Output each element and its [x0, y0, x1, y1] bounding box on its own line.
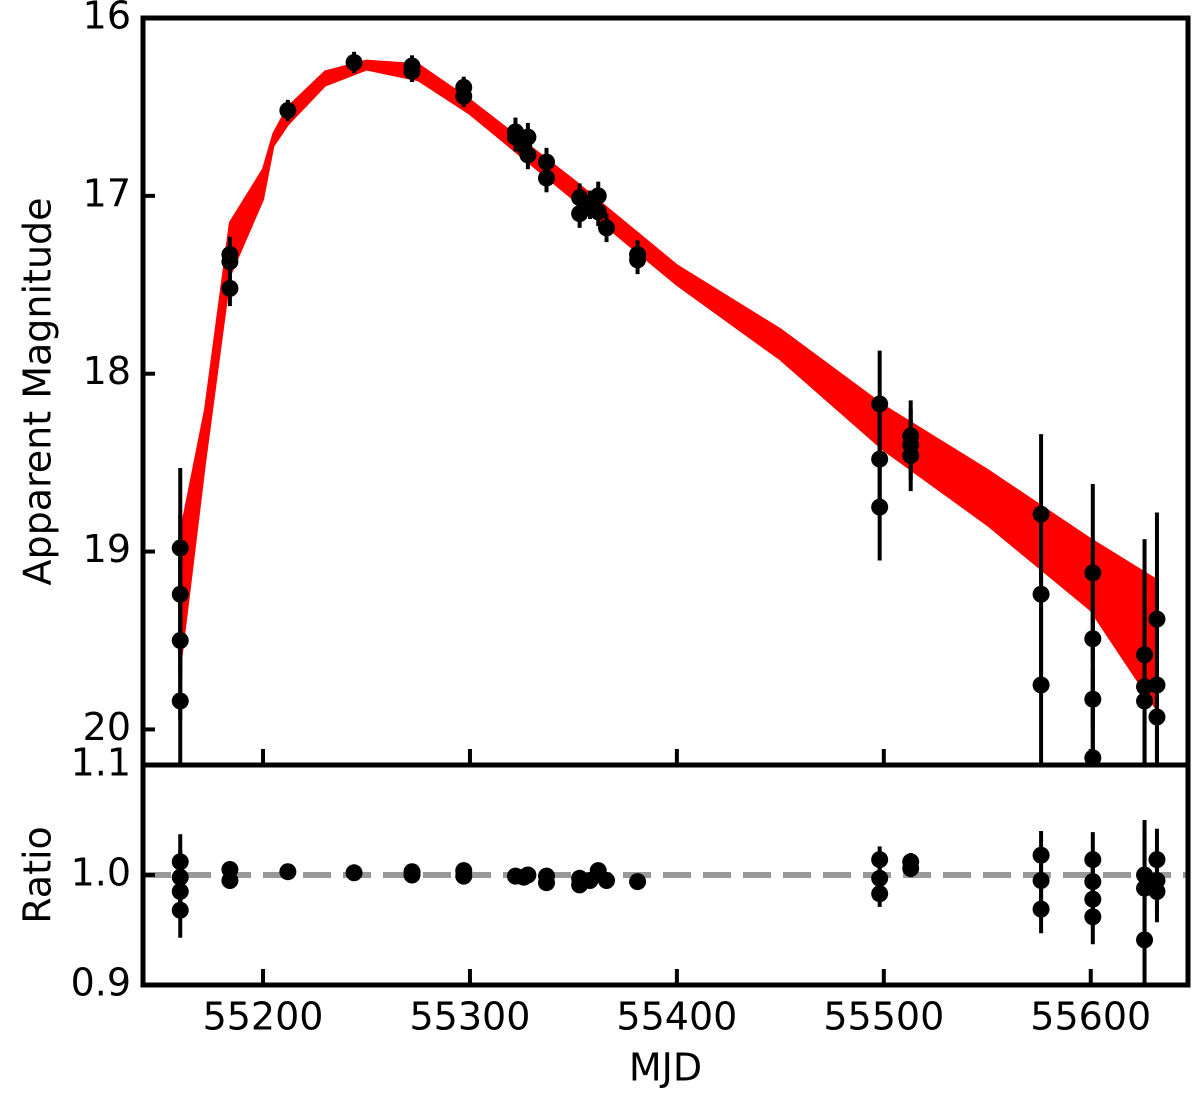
data-point — [538, 153, 556, 171]
data-point — [871, 851, 889, 869]
data-point — [1032, 505, 1050, 523]
data-point — [171, 868, 189, 886]
y-tick-label: 18 — [83, 349, 131, 393]
x-axis-label: MJD — [629, 1046, 702, 1090]
data-point — [1032, 676, 1050, 694]
data-point — [871, 869, 889, 887]
data-point — [1084, 690, 1102, 708]
data-point — [519, 128, 537, 146]
x-tick-label: 55200 — [203, 995, 324, 1039]
data-point — [403, 866, 421, 884]
data-point — [1084, 630, 1102, 648]
model-band — [179, 59, 1158, 714]
data-point — [1084, 749, 1102, 765]
data-point — [403, 62, 421, 80]
y-tick-label: 17 — [83, 171, 131, 215]
plot-area — [143, 820, 1188, 985]
y-tick-label: 0.9 — [71, 961, 131, 1005]
y-axis-label: Apparent Magnitude — [16, 197, 60, 585]
data-point — [345, 53, 363, 71]
data-point — [345, 864, 363, 882]
y-axis-label: Ratio — [16, 826, 60, 924]
data-point — [538, 874, 556, 892]
data-point — [629, 873, 647, 891]
data-point — [171, 539, 189, 557]
data-point — [589, 187, 607, 205]
x-tick-label: 55500 — [823, 995, 944, 1039]
data-point — [1084, 873, 1102, 891]
x-tick-label: 55300 — [410, 995, 531, 1039]
data-point — [171, 692, 189, 710]
y-tick-label: 20 — [83, 705, 131, 749]
data-point — [538, 169, 556, 187]
data-point — [279, 863, 297, 881]
data-point — [279, 101, 297, 119]
data-point — [1148, 676, 1166, 694]
plot-area — [171, 51, 1166, 765]
data-point — [598, 872, 616, 889]
data-point — [871, 885, 889, 903]
y-tick-label: 1.1 — [71, 741, 131, 785]
data-point — [1148, 610, 1166, 628]
y-tick-label: 1.0 — [71, 851, 131, 895]
x-tick-label: 55400 — [616, 995, 737, 1039]
data-point — [519, 146, 537, 164]
data-point — [1136, 646, 1154, 664]
data-point — [871, 450, 889, 468]
data-point — [1136, 692, 1154, 710]
data-point — [1032, 872, 1050, 889]
data-point — [1084, 890, 1102, 908]
data-point — [1148, 708, 1166, 726]
data-point — [1084, 908, 1102, 926]
y-tick-label: 16 — [83, 0, 131, 38]
data-point — [455, 87, 473, 105]
data-point — [629, 251, 647, 269]
data-point — [871, 498, 889, 516]
data-point — [1148, 851, 1166, 869]
y-tick-label: 19 — [83, 527, 131, 571]
data-point — [598, 219, 616, 237]
data-point — [171, 883, 189, 900]
x-tick-label: 55600 — [1030, 995, 1151, 1039]
data-point — [221, 872, 239, 889]
panel-frame — [140, 15, 1191, 768]
data-point — [589, 203, 607, 221]
data-point — [1032, 846, 1050, 864]
data-point — [171, 632, 189, 649]
data-point — [171, 585, 189, 603]
data-point — [1084, 851, 1102, 869]
data-point — [455, 867, 473, 885]
data-point — [902, 447, 920, 465]
data-point — [171, 901, 189, 919]
data-point — [1032, 585, 1050, 603]
data-point — [1136, 678, 1154, 696]
panel-frame — [140, 762, 1191, 988]
data-point — [871, 395, 889, 413]
data-point — [1136, 931, 1154, 949]
data-point — [171, 853, 189, 871]
data-point — [519, 866, 537, 884]
data-point — [1032, 900, 1050, 918]
data-point — [1084, 564, 1102, 582]
data-point — [221, 253, 239, 271]
data-point — [902, 859, 920, 877]
data-point — [1148, 883, 1166, 900]
data-point — [221, 279, 239, 297]
